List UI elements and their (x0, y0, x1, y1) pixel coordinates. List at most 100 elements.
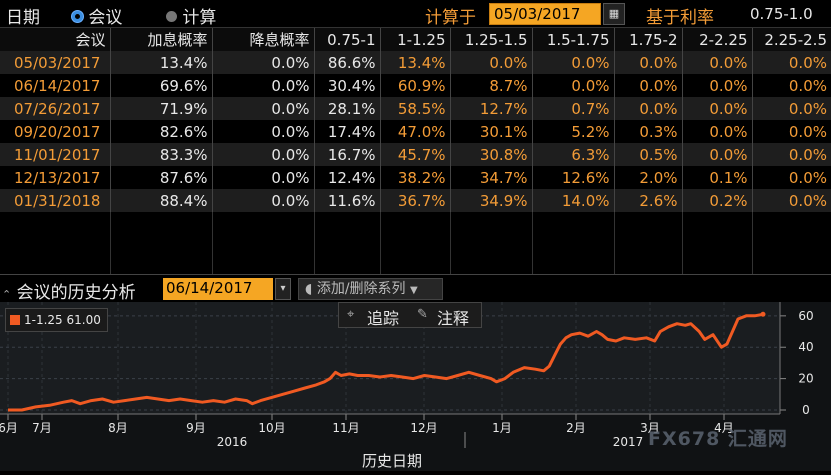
probability-cell: 36.7% (380, 189, 451, 212)
probability-cell: 88.4% (110, 189, 213, 212)
probability-cell: 12.4% (314, 166, 381, 189)
chart-legend[interactable]: 1-1.25 61.00 (5, 308, 108, 332)
watermark-logo: FX678 汇通网 (648, 428, 788, 450)
year-label: 2016 (217, 435, 248, 449)
table-row[interactable]: 01/31/2018 88.4% 0.0% 11.6% 36.7% 34.9% 14.0% 2… (0, 189, 831, 212)
track-button[interactable]: 追踪 (367, 309, 400, 328)
calc-on-label: 计算于 (425, 8, 476, 28)
meeting-date-cell[interactable]: 01/31/2018 (0, 189, 111, 212)
probability-cell: 0.0% (212, 97, 315, 120)
meeting-date-cell[interactable]: 07/26/2017 (0, 97, 111, 120)
meeting-date-cell[interactable]: 05/03/2017 (0, 51, 111, 74)
col-header[interactable]: 2.25-2.5 (752, 28, 831, 51)
probability-cell: 2.6% (614, 189, 683, 212)
probability-cell: 0.0% (752, 143, 831, 166)
y-tick-label: 20 (798, 372, 813, 386)
probability-cell: 2.0% (614, 166, 683, 189)
probability-cell: 28.1% (314, 97, 381, 120)
radio-unselected-icon[interactable] (166, 11, 177, 22)
probability-cell: 0.5% (614, 143, 683, 166)
x-tick-label: 6月 (0, 421, 18, 435)
meeting-date-cell[interactable]: 06/14/2017 (0, 74, 111, 97)
probability-cell: 71.9% (110, 97, 213, 120)
crosshair-icon[interactable]: ⌖ (347, 307, 355, 322)
y-tick-label: 60 (798, 309, 813, 323)
table-header: 会议 加息概率 降息概率 0.75-1 1-1.25 1.25-1.5 1.5-… (0, 28, 831, 51)
col-header[interactable]: 加息概率 (110, 28, 213, 51)
x-tick-label: 3月 (640, 421, 660, 435)
probability-cell: 0.0% (682, 143, 753, 166)
history-toolbar: ⌃ 会议的历史分析 06/14/2017 ▾ ◖ 添加/删除系列 ▼ (0, 274, 831, 303)
meeting-radio[interactable]: 会议 (72, 3, 122, 28)
table-row[interactable]: 05/03/2017 13.4% 0.0% 86.6% 13.4% 0.0% 0.0% 0.0… (0, 51, 831, 74)
probability-cell: 0.0% (614, 51, 683, 74)
calc-date-field[interactable]: 05/03/2017 (489, 3, 601, 25)
probability-cell: 38.2% (380, 166, 451, 189)
series-line-1-1.25[interactable] (8, 312, 764, 412)
probability-cell: 17.4% (314, 120, 381, 143)
probability-cell: 30.1% (450, 120, 533, 143)
probability-cell: 12.7% (450, 97, 533, 120)
table-row[interactable]: 09/20/2017 82.6% 0.0% 17.4% 47.0% 30.1% 5.2% 0.… (0, 120, 831, 143)
x-tick-label: 7月 (32, 421, 52, 435)
probability-cell: 30.4% (314, 74, 381, 97)
probability-cell: 58.5% (380, 97, 451, 120)
probability-cell: 0.0% (682, 74, 753, 97)
probability-cell: 0.0% (212, 120, 315, 143)
meeting-date-cell[interactable]: 09/20/2017 (0, 120, 111, 143)
annotate-button[interactable]: 注释 (437, 309, 470, 328)
chevron-down-icon[interactable]: ▾ (275, 278, 291, 300)
pencil-icon[interactable]: ✎ (417, 307, 428, 322)
probability-cell: 86.6% (314, 51, 381, 74)
col-header[interactable]: 1.25-1.5 (450, 28, 533, 51)
probability-cell: 0.3% (614, 120, 683, 143)
table-row[interactable]: 07/26/2017 71.9% 0.0% 28.1% 58.5% 12.7% 0.7% 0.… (0, 97, 831, 120)
probability-cell: 87.6% (110, 166, 213, 189)
collapse-icon[interactable]: ⌃ (2, 288, 12, 301)
probability-cell: 0.0% (614, 97, 683, 120)
probability-cell: 30.8% (450, 143, 533, 166)
x-tick-label: 11月 (332, 421, 359, 435)
table-row[interactable]: 12/13/2017 87.6% 0.0% 12.4% 38.2% 34.7% 12.6% 2… (0, 166, 831, 189)
probability-cell: 0.0% (212, 189, 315, 212)
calendar-icon[interactable]: ▦ (603, 3, 625, 25)
calc-radio[interactable]: 计算 (166, 3, 216, 28)
x-tick-label: 2月 (566, 421, 586, 435)
probability-cell: 5.2% (532, 120, 615, 143)
col-header[interactable]: 1-1.25 (380, 28, 451, 51)
meeting-date-cell[interactable]: 12/13/2017 (0, 166, 111, 189)
probability-cell: 0.0% (682, 120, 753, 143)
top-bar: 日期 会议 计算 计算于 05/03/2017 ▦ 基于利率 0.75-1.0 (0, 0, 831, 28)
legend-swatch (10, 315, 20, 325)
base-rate-label: 基于利率 (646, 8, 714, 28)
x-axis-title: 历史日期 (362, 452, 423, 470)
probability-cell: 14.0% (532, 189, 615, 212)
add-remove-series-button[interactable]: ◖ 添加/删除系列 ▼ (298, 278, 443, 300)
probability-cell: 12.6% (532, 166, 615, 189)
base-rate-value: 0.75-1.0 (750, 5, 813, 23)
col-header[interactable]: 会议 (0, 28, 111, 51)
probability-cell: 0.0% (752, 97, 831, 120)
table-row[interactable]: 11/01/2017 83.3% 0.0% 16.7% 45.7% 30.8% 6.3% 0.… (0, 143, 831, 166)
probability-cell: 0.7% (532, 97, 615, 120)
col-header[interactable]: 1.75-2 (614, 28, 683, 51)
x-tick-label: 8月 (108, 421, 128, 435)
col-header[interactable]: 1.5-1.75 (532, 28, 615, 51)
table-row[interactable]: 06/14/2017 69.6% 0.0% 30.4% 60.9% 8.7% 0.0% 0.0… (0, 74, 831, 97)
col-header[interactable]: 降息概率 (212, 28, 315, 51)
date-tab[interactable]: 日期 (6, 8, 40, 28)
col-header[interactable]: 0.75-1 (314, 28, 381, 51)
probability-cell: 0.0% (532, 74, 615, 97)
probability-cell: 60.9% (380, 74, 451, 97)
x-tick-label: 12月 (410, 421, 437, 435)
year-label: 2017 (613, 435, 644, 449)
probability-cell: 34.9% (450, 189, 533, 212)
meeting-date-cell[interactable]: 11/01/2017 (0, 143, 111, 166)
x-tick-label: 1月 (492, 421, 512, 435)
col-header[interactable]: 2-2.25 (682, 28, 753, 51)
probability-cell: 0.0% (212, 51, 315, 74)
probability-cell: 0.0% (614, 74, 683, 97)
radio-selected-icon[interactable] (72, 11, 83, 22)
probability-cell: 82.6% (110, 120, 213, 143)
meeting-date-field[interactable]: 06/14/2017 (163, 278, 273, 300)
